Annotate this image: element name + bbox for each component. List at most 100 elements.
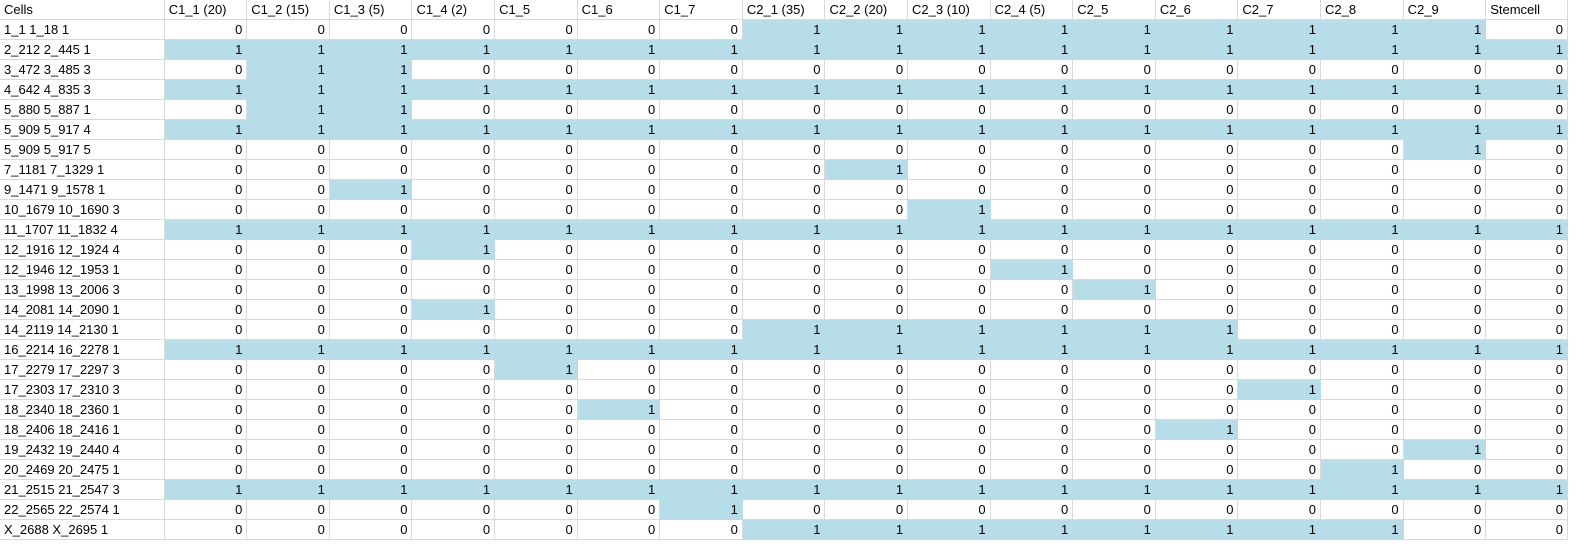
table-cell[interactable]: 0 <box>659 419 743 440</box>
table-cell[interactable]: 0 <box>1320 259 1404 280</box>
table-cell[interactable]: 0 <box>1072 359 1156 380</box>
table-cell[interactable]: 0 <box>1237 139 1322 160</box>
table-cell[interactable]: 0 <box>1072 499 1156 520</box>
table-cell[interactable]: 0 <box>1320 279 1404 300</box>
table-cell[interactable]: 0 <box>1320 139 1404 160</box>
table-cell[interactable]: 0 <box>1155 159 1239 180</box>
table-cell[interactable]: 0 <box>990 359 1074 380</box>
table-cell[interactable]: 0 <box>1320 199 1404 220</box>
table-cell[interactable]: 0 <box>577 139 661 160</box>
table-cell[interactable]: 1 <box>659 219 743 240</box>
table-cell[interactable]: 0 <box>411 519 496 540</box>
row-label-cell[interactable]: 18_2406 18_2416 1 <box>0 419 165 440</box>
table-cell[interactable]: 0 <box>1155 239 1239 260</box>
table-cell[interactable]: 0 <box>907 379 991 400</box>
table-cell[interactable]: 0 <box>990 159 1074 180</box>
table-cell[interactable]: 0 <box>577 179 661 200</box>
table-cell[interactable]: 0 <box>1237 459 1322 480</box>
table-cell[interactable]: 0 <box>659 439 743 460</box>
table-cell[interactable]: 0 <box>329 399 413 420</box>
table-cell[interactable]: 0 <box>1237 319 1322 340</box>
table-cell[interactable]: 1 <box>824 119 909 140</box>
table-cell[interactable]: 0 <box>329 319 413 340</box>
table-cell[interactable]: 0 <box>1072 459 1156 480</box>
table-cell[interactable]: 0 <box>494 419 578 440</box>
table-cell[interactable]: 0 <box>411 279 496 300</box>
table-cell[interactable]: 1 <box>577 219 661 240</box>
table-cell[interactable]: 0 <box>246 139 330 160</box>
table-cell[interactable]: 0 <box>1237 419 1322 440</box>
table-cell[interactable]: 0 <box>577 99 661 120</box>
table-cell[interactable]: 1 <box>577 479 661 500</box>
table-cell[interactable]: 0 <box>1320 319 1404 340</box>
table-cell[interactable]: 0 <box>1403 399 1487 420</box>
table-cell[interactable]: 0 <box>907 239 991 260</box>
table-cell[interactable]: 1 <box>1320 19 1404 40</box>
table-cell[interactable]: 1 <box>329 119 413 140</box>
table-cell[interactable]: 1 <box>907 479 991 500</box>
table-cell[interactable]: 0 <box>577 439 661 460</box>
table-cell[interactable]: 0 <box>1485 439 1568 460</box>
table-cell[interactable]: 1 <box>742 19 826 40</box>
table-cell[interactable]: 1 <box>742 119 826 140</box>
table-cell[interactable]: 1 <box>164 219 248 240</box>
table-cell[interactable]: 0 <box>742 279 826 300</box>
table-cell[interactable]: 0 <box>1485 319 1568 340</box>
table-cell[interactable]: 0 <box>411 99 496 120</box>
table-cell[interactable]: 1 <box>1320 219 1404 240</box>
table-cell[interactable]: 1 <box>1155 39 1239 60</box>
table-cell[interactable]: 0 <box>659 299 743 320</box>
table-cell[interactable]: 0 <box>659 279 743 300</box>
table-cell[interactable]: 1 <box>164 119 248 140</box>
table-cell[interactable]: 1 <box>1072 319 1156 340</box>
table-cell[interactable]: 0 <box>246 459 330 480</box>
table-cell[interactable]: 0 <box>1155 359 1239 380</box>
table-cell[interactable]: 0 <box>164 499 248 520</box>
column-header[interactable]: C2_4 (5) <box>990 0 1074 20</box>
table-cell[interactable]: 0 <box>1237 59 1322 80</box>
table-cell[interactable]: 0 <box>990 239 1074 260</box>
column-header[interactable]: C2_9 <box>1403 0 1487 20</box>
table-cell[interactable]: 1 <box>1320 79 1404 100</box>
table-cell[interactable]: 1 <box>824 39 909 60</box>
row-label-cell[interactable]: 14_2081 14_2090 1 <box>0 299 165 320</box>
row-label-cell[interactable]: 1_1 1_18 1 <box>0 19 165 40</box>
column-header[interactable]: C2_1 (35) <box>742 0 826 20</box>
table-cell[interactable]: 0 <box>494 519 578 540</box>
table-cell[interactable]: 0 <box>659 259 743 280</box>
table-cell[interactable]: 1 <box>494 39 578 60</box>
table-cell[interactable]: 0 <box>329 159 413 180</box>
table-cell[interactable]: 0 <box>1072 179 1156 200</box>
table-cell[interactable]: 0 <box>907 399 991 420</box>
table-cell[interactable]: 0 <box>246 399 330 420</box>
table-cell[interactable]: 0 <box>659 239 743 260</box>
table-cell[interactable]: 0 <box>329 139 413 160</box>
table-cell[interactable]: 0 <box>1320 359 1404 380</box>
table-cell[interactable]: 1 <box>824 19 909 40</box>
row-label-cell[interactable]: 18_2340 18_2360 1 <box>0 399 165 420</box>
table-cell[interactable]: 0 <box>1485 179 1568 200</box>
table-cell[interactable]: 0 <box>659 359 743 380</box>
table-cell[interactable]: 1 <box>907 79 991 100</box>
table-cell[interactable]: 1 <box>742 219 826 240</box>
table-cell[interactable]: 0 <box>907 99 991 120</box>
table-cell[interactable]: 1 <box>824 519 909 540</box>
table-cell[interactable]: 0 <box>1237 279 1322 300</box>
table-cell[interactable]: 0 <box>742 419 826 440</box>
table-cell[interactable]: 0 <box>1155 459 1239 480</box>
row-label-cell[interactable]: 5_909 5_917 4 <box>0 119 165 140</box>
table-cell[interactable]: 0 <box>907 439 991 460</box>
table-cell[interactable]: 0 <box>164 59 248 80</box>
table-cell[interactable]: 0 <box>164 459 248 480</box>
table-cell[interactable]: 0 <box>329 359 413 380</box>
table-cell[interactable]: 0 <box>1485 139 1568 160</box>
table-cell[interactable]: 0 <box>494 299 578 320</box>
table-cell[interactable]: 0 <box>1072 419 1156 440</box>
table-cell[interactable]: 1 <box>246 79 330 100</box>
column-header[interactable]: C2_2 (20) <box>824 0 909 20</box>
table-cell[interactable]: 0 <box>1237 439 1322 460</box>
column-header[interactable]: C2_8 <box>1320 0 1404 20</box>
table-cell[interactable]: 1 <box>494 339 578 360</box>
table-cell[interactable]: 1 <box>1072 79 1156 100</box>
table-cell[interactable]: 1 <box>907 199 991 220</box>
